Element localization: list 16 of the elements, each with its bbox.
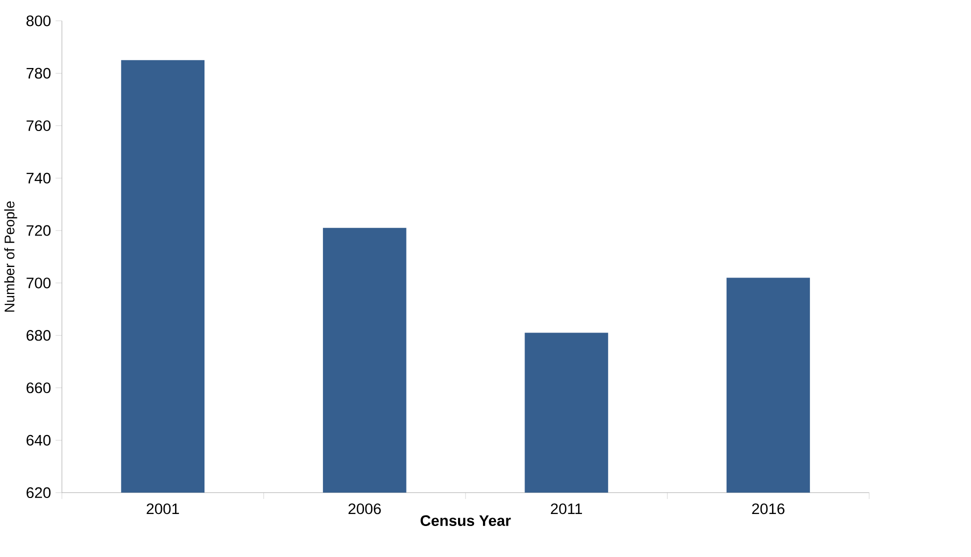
y-tick-label: 780 (26, 68, 51, 79)
y-tick-label: 740 (26, 172, 51, 184)
x-tick-label: 2006 (348, 503, 381, 514)
y-tick-label: 720 (26, 225, 51, 236)
x-tick-label: 2011 (550, 503, 582, 514)
y-tick-label: 800 (26, 15, 51, 26)
y-tick-label: 680 (26, 330, 51, 341)
y-tick-label: 700 (26, 278, 51, 288)
x-tick-label: 2001 (146, 503, 179, 514)
y-tick-label: 620 (26, 487, 51, 498)
y-tick-label: 760 (26, 120, 51, 131)
x-axis-title: Census Year (420, 515, 511, 526)
y-tick-label: 660 (26, 382, 51, 394)
y-tick-label: 640 (26, 434, 51, 446)
y-axis-title: Number of People (4, 201, 18, 312)
x-tick-label: 2016 (752, 503, 784, 514)
